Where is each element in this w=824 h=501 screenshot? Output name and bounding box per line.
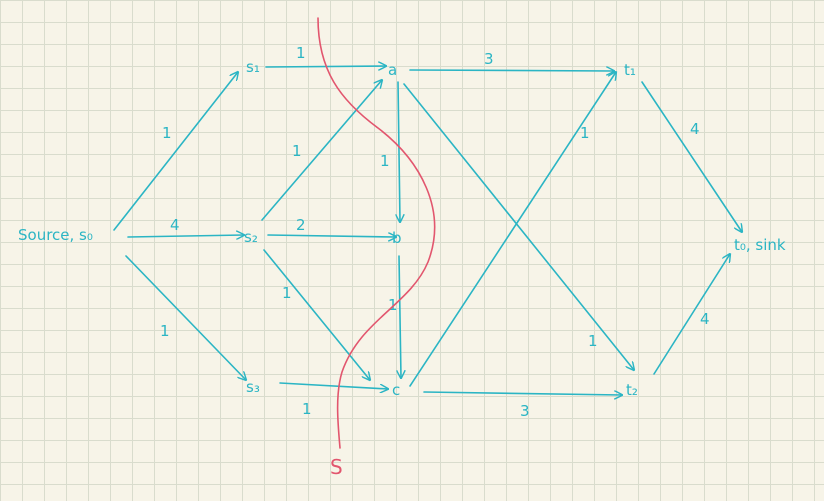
edge-s2-b [267,235,396,237]
node-s0: Source, s₀ [18,226,93,244]
capacity-label-s1-a: 1 [296,44,306,62]
node-s1: s₁ [246,58,260,76]
capacity-label-c-t2: 3 [520,402,530,420]
capacity-label-t1-t0: 4 [690,120,700,138]
edge-a-t2 [403,83,634,370]
capacity-label-a-b: 1 [380,152,390,170]
capacity-label-b-c: 1 [388,296,398,314]
node-s2: s₂ [244,228,258,246]
nodes-layer: Source, s₀ s₁ s₂ s₃ a b c t₁ t₂ t₀, sink [18,58,786,399]
node-c: c [392,381,400,399]
capacity-label-a-t2: 1 [588,332,598,350]
capacity-label-s0-s1: 1 [162,124,172,142]
capacity-labels-layer: 1 4 1 1 1 2 1 1 1 1 3 1 1 3 4 4 [160,44,710,420]
edge-b-c [399,255,401,378]
node-t2: t₂ [626,381,638,399]
capacity-label-a-t1: 3 [484,50,494,68]
edge-s0-s2 [127,235,244,237]
capacity-label-c-t1: 1 [580,124,590,142]
edge-s3-c [279,382,388,389]
capacity-label-s0-s2: 4 [170,216,180,234]
edge-c-t2 [423,392,622,395]
edge-s2-a [261,80,382,221]
edge-t2-t0 [653,254,730,375]
node-b: b [392,229,402,247]
capacity-label-s2-b: 2 [296,216,306,234]
node-a: a [388,61,397,79]
edge-s0-s1 [113,72,238,231]
node-t0: t₀, sink [734,236,786,254]
edge-c-t1 [409,72,616,387]
capacity-label-s2-a: 1 [292,142,302,160]
edge-s0-s3 [125,255,246,380]
capacity-label-s0-s3: 1 [160,322,170,340]
node-s3: s₃ [246,378,260,396]
edges-layer [113,66,742,395]
capacity-label-s2-c: 1 [282,284,292,302]
node-t1: t₁ [624,61,636,79]
capacity-label-s3-c: 1 [302,400,312,418]
edge-a-t1 [409,70,614,71]
edge-a-b [398,81,400,222]
edge-s2-c [263,249,370,380]
cut-curve [317,17,436,449]
cut-label: S [330,455,343,479]
capacity-label-t2-t0: 4 [700,310,710,328]
edge-t1-t0 [641,81,742,232]
